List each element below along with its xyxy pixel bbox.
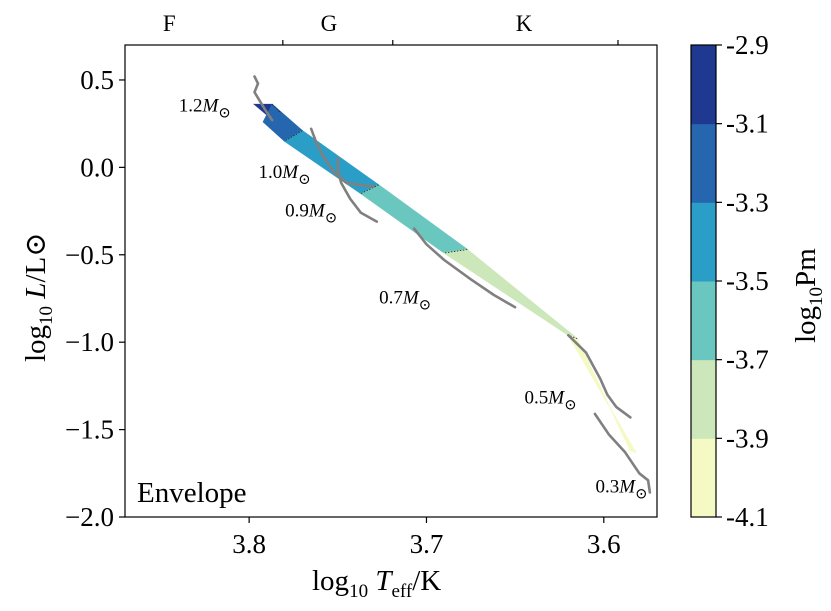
track-line-5 <box>593 412 652 494</box>
track-label-0: 1.2M⊙ <box>179 95 231 121</box>
contour-boundary-1 <box>284 130 303 142</box>
y-axis: −2.0 −1.5 −1.0 −0.5 0.0 0.5 <box>65 65 125 532</box>
colorbar-tick-label: -3.1 <box>726 109 769 139</box>
spectral-type-label: F <box>163 11 176 36</box>
spectral-type-label: K <box>516 11 533 36</box>
track-label-4: 0.5M⊙ <box>525 387 577 413</box>
svg-text:log10 Teff/K: log10 Teff/K <box>312 565 441 602</box>
track-label-2: 0.9M⊙ <box>285 200 337 226</box>
contour-boundary-0 <box>271 104 282 114</box>
track-label-3: 0.7M⊙ <box>379 288 431 314</box>
track-labels: 1.2M⊙ 1.0M⊙ 0.9M⊙ 0.7M⊙ 0.5M⊙ 0.3M⊙ <box>179 95 648 502</box>
y-tick-label: 0.5 <box>80 65 114 95</box>
colorbar-tick-label: -3.3 <box>726 187 769 217</box>
band-region-4 <box>442 248 578 340</box>
y-tick-label: −0.5 <box>65 240 114 270</box>
x-tick-label: 3.8 <box>232 529 266 559</box>
svg-text:log10Pm: log10Pm <box>790 248 827 343</box>
x-axis-label: log10 Teff/K <box>312 565 441 602</box>
plot-frame <box>124 44 658 518</box>
colorbar-tick-label: -3.5 <box>726 266 769 296</box>
colorbar-tick-label: -4.1 <box>726 502 769 532</box>
track-line-0 <box>253 75 274 122</box>
colorbar-tick-label: -2.9 <box>726 30 769 60</box>
y-tick-label: −1.0 <box>65 327 114 357</box>
y-tick-label: −2.0 <box>65 502 114 532</box>
track-line-4 <box>566 333 632 419</box>
colorbar-segment <box>691 359 716 439</box>
colorbar-segment <box>691 438 716 518</box>
evolution-tracks <box>253 75 652 494</box>
x-tick-label: 3.6 <box>587 529 621 559</box>
band-region-5 <box>567 334 637 454</box>
track-line-3 <box>412 227 517 309</box>
contour-boundary-2 <box>360 184 379 194</box>
band-region-3 <box>359 184 469 254</box>
track-label-5: 0.3M⊙ <box>595 477 647 503</box>
colorbar-segment <box>691 45 716 125</box>
track-line-2 <box>336 157 379 223</box>
x-axis: 3.8 3.7 3.6 <box>232 517 621 559</box>
colorbar-segment <box>691 202 716 282</box>
track-label-1: 1.0M⊙ <box>259 162 311 188</box>
colorbar: -4.1 -3.9 -3.7 -3.5 -3.3 -3.1 -2.9 <box>690 30 769 532</box>
panel-label: Envelope <box>137 477 247 509</box>
y-axis-label: log10 L/L⊙ <box>20 232 57 362</box>
spectral-type-label: G <box>321 11 338 36</box>
y-tick-label: 0.0 <box>80 152 114 182</box>
contour-boundary-3 <box>444 249 468 254</box>
colorbar-label: log10Pm <box>790 248 827 343</box>
envelope-band <box>253 103 637 454</box>
svg-text:log10 L/L⊙: log10 L/L⊙ <box>20 232 57 362</box>
track-line-1 <box>309 127 375 188</box>
x-tick-label: 3.7 <box>410 529 444 559</box>
colorbar-tick-label: -3.7 <box>726 345 769 375</box>
colorbar-tick-label: -3.9 <box>726 423 769 453</box>
colorbar-segment <box>691 123 716 203</box>
y-tick-label: −1.5 <box>65 415 114 445</box>
colorbar-segment <box>691 281 716 361</box>
